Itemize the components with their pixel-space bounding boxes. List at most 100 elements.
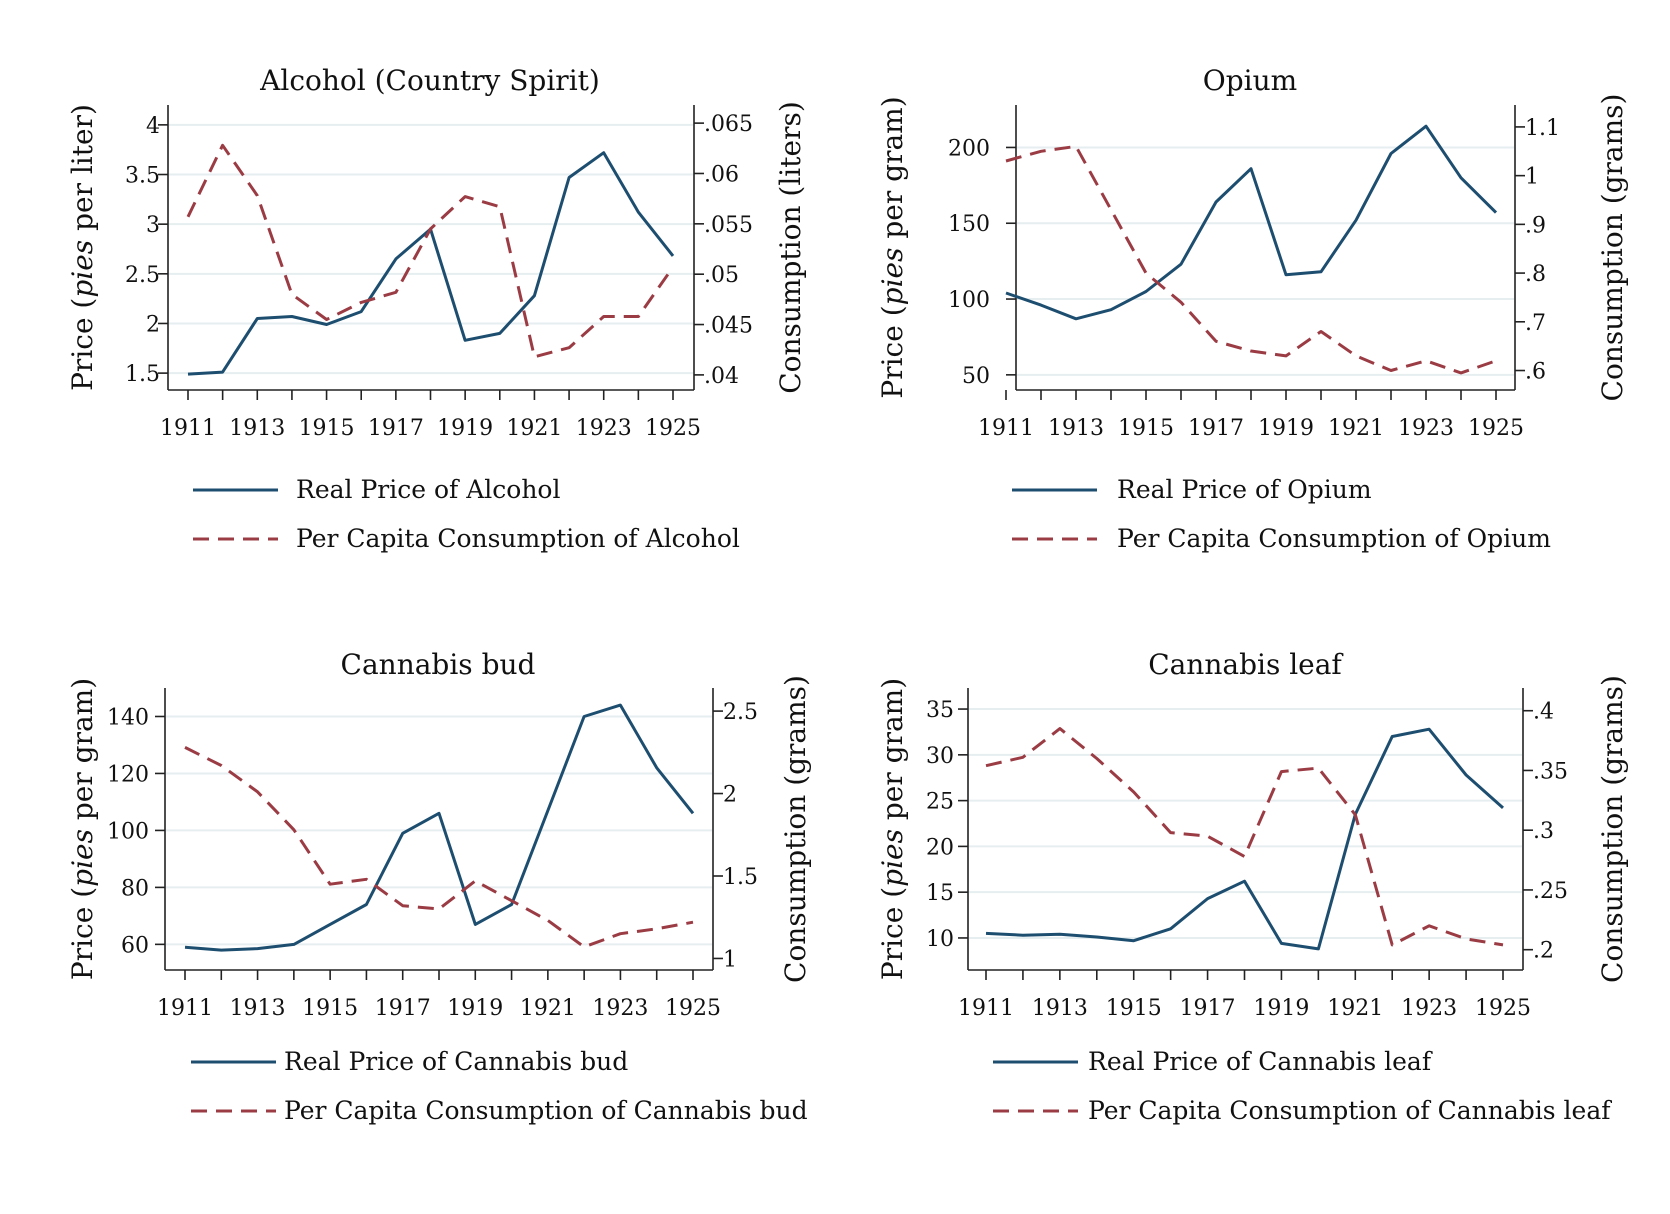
y-left-title-italic: pies xyxy=(66,829,99,887)
panel-title: Cannabis leaf xyxy=(1148,648,1344,681)
y-left-tick-label: 80 xyxy=(121,876,149,901)
y-left-axis-title: Price (pies per liter) xyxy=(66,104,99,391)
y-left-tick-label: 3.5 xyxy=(125,164,160,189)
x-tick-label: 1911 xyxy=(958,996,1014,1021)
y-left-tick-label: 2.5 xyxy=(125,263,160,288)
x-tick-label: 1911 xyxy=(978,416,1034,441)
y-left-title-italic: pies xyxy=(876,829,909,887)
y-left-tick-label: 100 xyxy=(948,288,990,313)
x-tick-label: 1925 xyxy=(1475,996,1531,1021)
x-tick-label: 1915 xyxy=(1118,416,1174,441)
y-right-tick-label: .9 xyxy=(1525,213,1546,238)
y-right-tick-label: .2 xyxy=(1533,939,1554,964)
panel-title: Cannabis bud xyxy=(341,648,536,681)
y-left-tick-label: 35 xyxy=(926,698,954,723)
y-right-axis-title: Consumption (grams) xyxy=(779,675,812,983)
legend: Real Price of Cannabis bud Per Capita Con… xyxy=(191,1047,808,1125)
x-tick-label: 1911 xyxy=(160,416,216,441)
x-tick-label: 1919 xyxy=(437,416,493,441)
y-right-tick-label: 1.5 xyxy=(723,865,758,890)
x-tick-label: 1925 xyxy=(665,996,721,1021)
x-tick-label: 1923 xyxy=(1401,996,1457,1021)
y-right-tick-label: 2.5 xyxy=(723,700,758,725)
series-line-price xyxy=(184,703,695,952)
x-tick-label: 1925 xyxy=(645,416,701,441)
x-tick-label: 1919 xyxy=(1258,416,1314,441)
x-tick-label: 1915 xyxy=(302,996,358,1021)
y-right-tick-label: .6 xyxy=(1525,360,1546,385)
y-left-tick-label: 120 xyxy=(107,762,149,787)
y-right-tick-label: .8 xyxy=(1525,262,1546,287)
y-right-axis-title: Consumption (liters) xyxy=(774,101,807,394)
panel-title: Alcohol (Country Spirit) xyxy=(259,64,600,97)
x-tick-label: 1913 xyxy=(1048,416,1104,441)
y-right-tick-label: .06 xyxy=(704,162,739,187)
y-right-tick-label: .065 xyxy=(704,112,753,137)
legend: Real Price of Opium Per Capita Consumptio… xyxy=(1012,475,1551,553)
y-right-tick-label: .055 xyxy=(704,213,753,238)
x-tick-label: 1921 xyxy=(506,416,562,441)
panel-alcohol: 1.5 2 2.5 3 3.5 4 .04 .045 .05 .055 .06 .065 1911 191… xyxy=(66,64,807,553)
y-left-title-part: per gram) xyxy=(66,678,99,829)
y-right-tick-label: 1.1 xyxy=(1525,116,1560,141)
y-left-title-italic: pies xyxy=(876,248,909,306)
x-tick-label: 1917 xyxy=(375,996,431,1021)
y-left-axis-title: Price (pies per gram) xyxy=(876,678,909,980)
series-line-price xyxy=(1005,124,1498,321)
y-left-title-part: Price ( xyxy=(66,298,99,391)
y-left-tick-label: 20 xyxy=(926,835,954,860)
y-right-tick-label: 2 xyxy=(723,783,737,808)
legend-label-consumption: Per Capita Consumption of Cannabis leaf xyxy=(1088,1096,1612,1125)
x-tick-label: 1923 xyxy=(576,416,632,441)
legend-label-consumption: Per Capita Consumption of Alcohol xyxy=(296,524,740,553)
y-right-tick-label: .7 xyxy=(1525,311,1546,336)
y-left-title-part: per gram) xyxy=(876,678,909,829)
y-right-tick-label: .045 xyxy=(704,314,753,339)
y-left-title-part: Price ( xyxy=(876,887,909,980)
y-left-tick-label: 10 xyxy=(926,927,954,952)
series-line-consumption xyxy=(1005,144,1497,375)
legend-label-price: Real Price of Cannabis leaf xyxy=(1088,1047,1433,1076)
y-left-title-part: Price ( xyxy=(876,305,909,398)
x-tick-label: 1915 xyxy=(299,416,355,441)
legend-label-price: Real Price of Cannabis bud xyxy=(284,1047,628,1076)
x-tick-label: 1923 xyxy=(1398,416,1454,441)
y-right-tick-label: 1 xyxy=(723,947,737,972)
y-left-tick-label: 3 xyxy=(146,213,160,238)
y-right-tick-label: .35 xyxy=(1533,759,1568,784)
y-left-title-part: Price ( xyxy=(66,887,99,980)
y-right-tick-label: 1 xyxy=(1525,165,1539,190)
x-tick-label: 1917 xyxy=(368,416,424,441)
series-line-price xyxy=(985,727,1504,951)
y-right-tick-label: .25 xyxy=(1533,879,1568,904)
x-tick-label: 1923 xyxy=(592,996,648,1021)
y-left-tick-label: 100 xyxy=(107,819,149,844)
x-tick-label: 1913 xyxy=(230,996,286,1021)
y-left-tick-label: 4 xyxy=(146,114,160,139)
x-tick-label: 1921 xyxy=(520,996,576,1021)
y-left-tick-label: 200 xyxy=(948,136,990,161)
panel-opium: 50 100 150 200 .6 .7 .8 .9 1 1.1 1911 1913 1915 1917 1… xyxy=(876,64,1629,553)
y-left-axis-title: Price (pies per gram) xyxy=(66,678,99,980)
y-left-title-part: per gram) xyxy=(876,96,909,247)
y-left-tick-label: 150 xyxy=(948,212,990,237)
x-tick-label: 1925 xyxy=(1468,416,1524,441)
legend-label-price: Real Price of Alcohol xyxy=(296,475,560,504)
x-tick-label: 1913 xyxy=(229,416,285,441)
series-line-consumption xyxy=(184,746,694,949)
panel-cannabis-leaf: 10 15 20 25 30 35 .2 .25 .3 .35 .4 1911 1913 1915 1917… xyxy=(876,648,1629,1125)
y-left-title-part: per liter) xyxy=(66,104,99,240)
legend: Real Price of Cannabis leaf Per Capita Co… xyxy=(993,1047,1612,1125)
y-left-tick-label: 15 xyxy=(926,881,954,906)
y-left-tick-label: 1.5 xyxy=(125,362,160,387)
legend: Real Price of Alcohol Per Capita Consumpt… xyxy=(193,475,740,553)
y-left-title-italic: pies xyxy=(66,240,99,298)
y-left-tick-label: 60 xyxy=(121,933,149,958)
x-tick-label: 1919 xyxy=(1253,996,1309,1021)
x-tick-label: 1913 xyxy=(1032,996,1088,1021)
series-line-consumption xyxy=(985,727,1504,947)
legend-label-consumption: Per Capita Consumption of Opium xyxy=(1117,524,1551,553)
x-tick-label: 1915 xyxy=(1106,996,1162,1021)
y-left-axis-title: Price (pies per gram) xyxy=(876,96,909,398)
